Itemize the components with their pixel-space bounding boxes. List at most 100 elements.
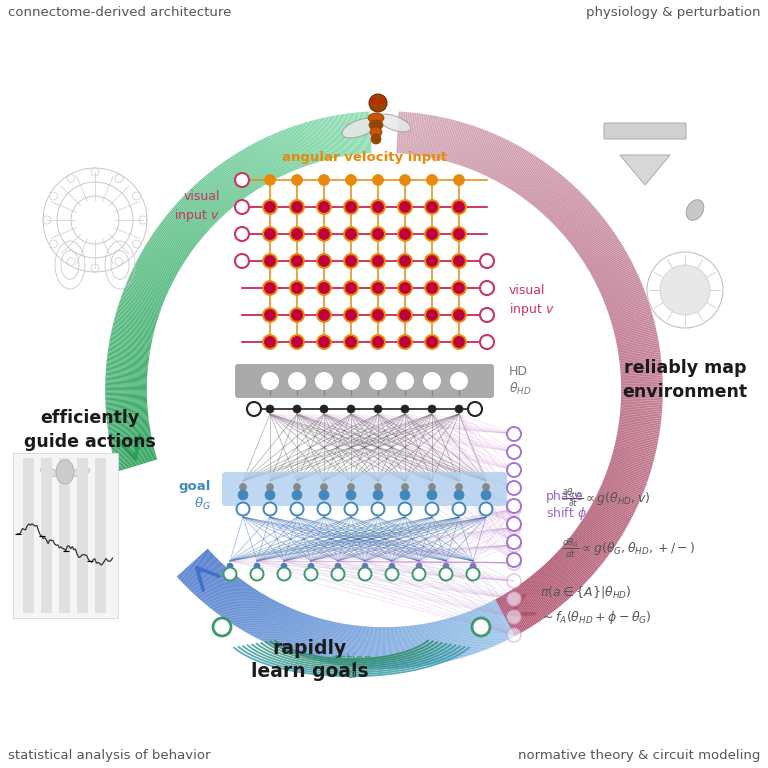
Circle shape [319, 310, 329, 320]
Circle shape [507, 520, 521, 534]
Polygon shape [620, 155, 670, 185]
Circle shape [507, 502, 521, 516]
Text: $\sim f_A(\theta_{HD} + \phi - \theta_G)$: $\sim f_A(\theta_{HD} + \phi - \theta_G)… [540, 610, 652, 627]
Circle shape [455, 405, 463, 413]
Circle shape [343, 253, 359, 269]
Bar [12, 452, 118, 617]
Circle shape [472, 618, 490, 636]
Circle shape [453, 336, 465, 347]
Text: phase
shift $\phi$: phase shift $\phi$ [546, 490, 587, 522]
Circle shape [425, 280, 439, 296]
Circle shape [264, 174, 276, 186]
Circle shape [398, 335, 412, 349]
Bar [58, 458, 69, 613]
Text: rapidly
learn goals: rapidly learn goals [251, 639, 369, 681]
Ellipse shape [370, 127, 382, 137]
Circle shape [316, 227, 332, 241]
Circle shape [427, 490, 437, 500]
Circle shape [342, 372, 360, 390]
Circle shape [507, 445, 521, 459]
Circle shape [429, 484, 435, 491]
Circle shape [320, 405, 328, 413]
Circle shape [399, 502, 412, 515]
Circle shape [265, 490, 275, 500]
Circle shape [426, 174, 438, 186]
Ellipse shape [72, 468, 90, 476]
Circle shape [292, 229, 303, 240]
Circle shape [399, 174, 411, 186]
Circle shape [308, 563, 314, 569]
Circle shape [453, 310, 465, 320]
Text: visual
input $v$: visual input $v$ [509, 284, 554, 318]
Circle shape [370, 307, 386, 323]
Circle shape [319, 256, 329, 266]
Circle shape [386, 568, 399, 581]
Circle shape [290, 280, 304, 296]
Ellipse shape [40, 468, 58, 476]
Circle shape [480, 308, 494, 322]
Circle shape [468, 402, 482, 416]
Circle shape [428, 405, 436, 413]
Circle shape [347, 405, 355, 413]
Circle shape [398, 200, 412, 214]
Ellipse shape [56, 460, 74, 484]
Circle shape [399, 201, 411, 213]
Bar [22, 458, 34, 613]
Circle shape [507, 592, 521, 606]
Circle shape [240, 484, 247, 491]
Circle shape [238, 490, 248, 500]
Circle shape [235, 254, 249, 268]
Circle shape [426, 256, 438, 266]
Circle shape [479, 502, 492, 515]
Circle shape [455, 484, 462, 491]
FancyBboxPatch shape [604, 123, 686, 139]
Circle shape [372, 201, 383, 213]
Circle shape [227, 563, 233, 569]
Text: goal
$\theta_G$: goal $\theta_G$ [179, 480, 211, 511]
Circle shape [345, 502, 357, 515]
Circle shape [346, 174, 356, 186]
Circle shape [370, 200, 386, 214]
Text: $\pi(a \in \{A\}|\theta_{HD})$: $\pi(a \in \{A\}|\theta_{HD})$ [540, 584, 631, 600]
Circle shape [346, 490, 356, 500]
Circle shape [372, 229, 383, 240]
Circle shape [425, 227, 439, 241]
Circle shape [317, 502, 330, 515]
Circle shape [399, 310, 411, 320]
Circle shape [292, 201, 303, 213]
Circle shape [399, 283, 411, 293]
Circle shape [319, 201, 329, 213]
Circle shape [379, 98, 385, 104]
Circle shape [346, 283, 356, 293]
Circle shape [371, 98, 377, 104]
Circle shape [466, 568, 479, 581]
Circle shape [373, 490, 383, 500]
Circle shape [281, 563, 287, 569]
Circle shape [370, 280, 386, 296]
Ellipse shape [368, 113, 384, 123]
Text: angular velocity input: angular velocity input [282, 151, 447, 164]
Circle shape [399, 336, 411, 347]
Circle shape [346, 310, 356, 320]
Circle shape [290, 335, 304, 349]
Circle shape [425, 307, 439, 323]
Circle shape [343, 335, 359, 349]
Circle shape [235, 200, 249, 214]
Circle shape [416, 563, 422, 569]
Circle shape [292, 336, 303, 347]
Circle shape [292, 256, 303, 266]
Circle shape [343, 307, 359, 323]
Circle shape [375, 484, 382, 491]
Circle shape [263, 307, 277, 323]
Circle shape [450, 372, 468, 390]
Circle shape [264, 229, 276, 240]
Circle shape [425, 253, 439, 269]
Circle shape [454, 490, 464, 500]
Circle shape [453, 229, 465, 240]
Circle shape [343, 280, 359, 296]
Ellipse shape [371, 134, 381, 144]
Circle shape [346, 201, 356, 213]
Circle shape [290, 200, 304, 214]
Circle shape [292, 310, 303, 320]
Circle shape [263, 200, 277, 214]
